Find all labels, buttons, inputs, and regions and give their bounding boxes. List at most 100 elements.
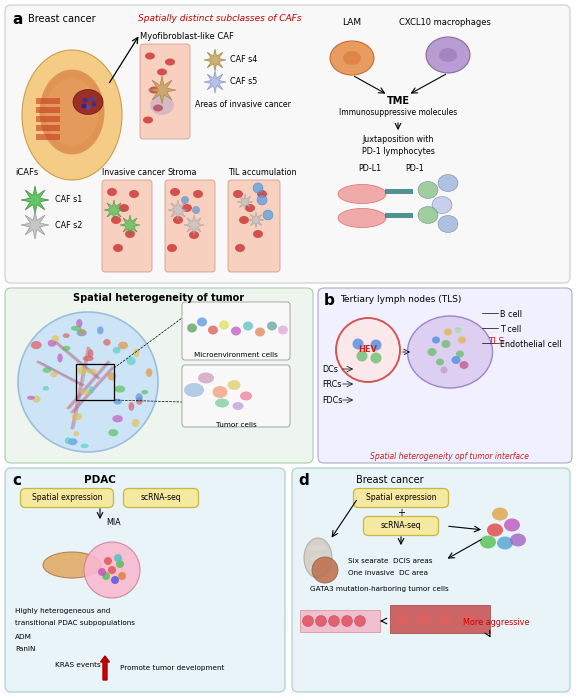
Ellipse shape — [43, 386, 49, 391]
Circle shape — [83, 97, 88, 102]
Text: d: d — [298, 473, 309, 488]
FancyBboxPatch shape — [228, 180, 280, 272]
FancyBboxPatch shape — [5, 468, 285, 692]
Bar — [36, 134, 60, 140]
Text: scRNA-seq: scRNA-seq — [381, 522, 421, 531]
Ellipse shape — [492, 508, 508, 521]
FancyBboxPatch shape — [364, 517, 439, 536]
Circle shape — [439, 612, 453, 626]
Ellipse shape — [103, 339, 111, 346]
Ellipse shape — [338, 209, 386, 228]
Polygon shape — [120, 215, 140, 235]
Ellipse shape — [81, 444, 89, 448]
Text: PD-1 lymphocytes: PD-1 lymphocytes — [362, 147, 434, 156]
Circle shape — [98, 568, 106, 576]
Ellipse shape — [22, 50, 122, 180]
Ellipse shape — [255, 328, 265, 337]
Ellipse shape — [118, 342, 128, 349]
Text: CAF s1: CAF s1 — [55, 195, 83, 204]
Circle shape — [89, 97, 95, 102]
Ellipse shape — [113, 244, 123, 252]
Circle shape — [253, 183, 263, 193]
Circle shape — [181, 196, 189, 204]
Ellipse shape — [167, 244, 177, 252]
Text: CXCL10 macrophages: CXCL10 macrophages — [399, 18, 491, 27]
Ellipse shape — [78, 330, 85, 335]
Ellipse shape — [136, 398, 143, 405]
Ellipse shape — [219, 321, 229, 330]
Ellipse shape — [304, 538, 332, 578]
Circle shape — [257, 195, 267, 205]
Ellipse shape — [267, 321, 277, 330]
Polygon shape — [184, 215, 204, 235]
Ellipse shape — [71, 326, 82, 331]
Circle shape — [102, 572, 110, 580]
Circle shape — [263, 210, 273, 220]
Circle shape — [192, 206, 200, 214]
Polygon shape — [248, 212, 264, 228]
Ellipse shape — [114, 386, 125, 393]
Ellipse shape — [504, 519, 520, 531]
Ellipse shape — [441, 340, 451, 348]
Text: Immunosuppressive molecules: Immunosuppressive molecules — [339, 108, 457, 117]
FancyBboxPatch shape — [140, 44, 190, 139]
Ellipse shape — [438, 174, 458, 192]
Ellipse shape — [88, 386, 93, 394]
Text: Microenvironment cells: Microenvironment cells — [194, 352, 278, 358]
Bar — [300, 610, 380, 632]
Text: PD-L1: PD-L1 — [358, 164, 381, 173]
Ellipse shape — [480, 536, 496, 549]
Ellipse shape — [432, 337, 440, 344]
Text: ADM: ADM — [15, 634, 32, 640]
Polygon shape — [204, 49, 226, 71]
Ellipse shape — [132, 419, 140, 427]
Text: T cell: T cell — [500, 325, 521, 334]
Circle shape — [312, 557, 338, 583]
Ellipse shape — [39, 69, 104, 155]
Ellipse shape — [309, 565, 327, 571]
Ellipse shape — [113, 347, 121, 354]
FancyBboxPatch shape — [354, 489, 448, 508]
Text: One invasive  DC area: One invasive DC area — [348, 570, 428, 576]
Text: KRAS events: KRAS events — [55, 662, 101, 668]
Ellipse shape — [510, 533, 526, 547]
Text: Areas of invasive cancer: Areas of invasive cancer — [195, 100, 291, 109]
Text: LAM: LAM — [342, 18, 362, 27]
Text: CAF s2: CAF s2 — [55, 220, 83, 230]
Ellipse shape — [239, 216, 249, 224]
Polygon shape — [204, 71, 226, 93]
Circle shape — [85, 104, 91, 109]
Text: Spatially distinct subclasses of CAFs: Spatially distinct subclasses of CAFs — [138, 14, 302, 23]
Text: scRNA-seq: scRNA-seq — [141, 494, 181, 503]
Ellipse shape — [243, 321, 253, 330]
FancyBboxPatch shape — [182, 302, 290, 360]
Text: Six searate  DCIS areas: Six searate DCIS areas — [348, 558, 433, 564]
Ellipse shape — [182, 204, 192, 212]
Ellipse shape — [309, 545, 327, 551]
Ellipse shape — [27, 395, 35, 400]
Ellipse shape — [432, 197, 452, 214]
Bar — [36, 116, 60, 122]
Ellipse shape — [76, 319, 83, 328]
Circle shape — [104, 557, 112, 565]
Circle shape — [18, 312, 158, 452]
Ellipse shape — [189, 231, 199, 239]
Ellipse shape — [165, 59, 175, 66]
Ellipse shape — [418, 206, 438, 223]
Ellipse shape — [111, 216, 121, 224]
Text: Spatial expression: Spatial expression — [366, 494, 436, 503]
Text: TIL accumulation: TIL accumulation — [228, 168, 297, 177]
Text: a: a — [12, 12, 23, 27]
Ellipse shape — [426, 37, 470, 73]
Text: Breast cancer: Breast cancer — [356, 475, 424, 485]
Text: DCs: DCs — [322, 365, 338, 374]
Circle shape — [417, 612, 431, 626]
Text: More aggressive: More aggressive — [463, 618, 529, 627]
Ellipse shape — [458, 337, 466, 344]
FancyBboxPatch shape — [5, 288, 313, 463]
Text: Myofibroblast-like CAF: Myofibroblast-like CAF — [140, 32, 234, 41]
Bar — [36, 125, 60, 131]
Ellipse shape — [129, 402, 134, 411]
Ellipse shape — [193, 190, 203, 198]
Ellipse shape — [72, 413, 83, 420]
